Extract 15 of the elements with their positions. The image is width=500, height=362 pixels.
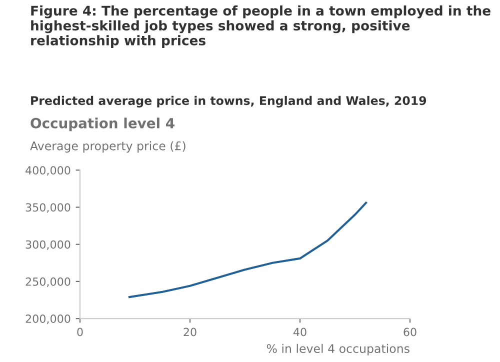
x-tick-label: 40 <box>293 328 306 336</box>
y-tick-label: 250,000 <box>26 277 70 287</box>
chart-subtitle: Predicted average price in towns, England and Wales, 2019 <box>31 96 426 108</box>
x-tick-label: 0 <box>77 328 83 336</box>
x-tick-label: 60 <box>404 328 416 336</box>
line-series <box>128 202 368 298</box>
y-tick-label: 400,000 <box>26 166 70 176</box>
y-tick-label: 200,000 <box>26 314 70 324</box>
y-tick-label: 350,000 <box>26 203 70 213</box>
y-axis-title: Average property price (£) <box>30 141 186 153</box>
x-axis-title: % in level 4 occupations <box>266 344 410 356</box>
chart-title: Figure 4: The percentage of people in a town employed in the highest-skilled job types showed a strong, positive relationship with prices <box>31 5 490 48</box>
x-tick-label: 20 <box>184 328 196 336</box>
y-tick-label: 300,000 <box>26 240 70 250</box>
text: Occupation level 4 <box>30 118 174 132</box>
